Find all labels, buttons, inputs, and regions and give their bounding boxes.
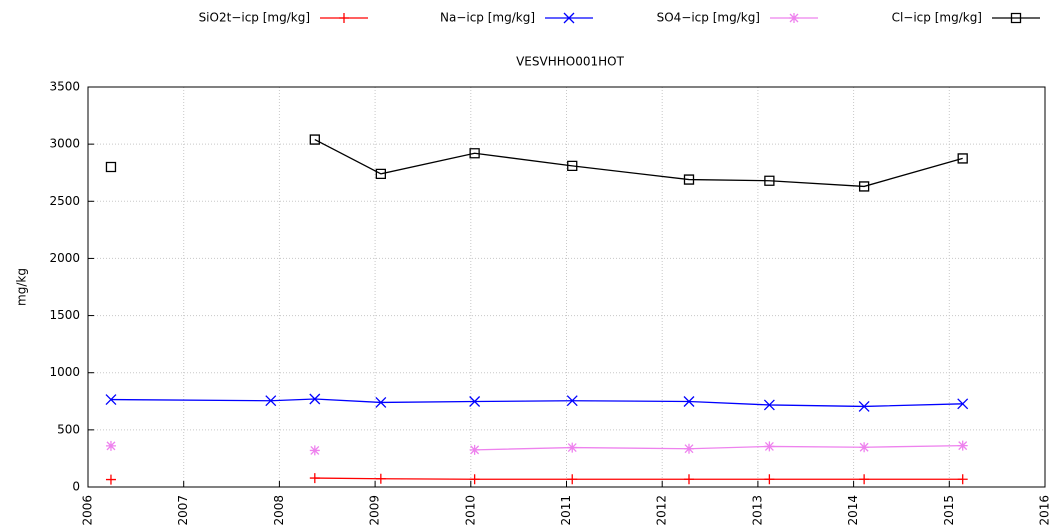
point-marker (567, 160, 578, 172)
point-marker (764, 474, 775, 485)
y-tick-label: 2000 (49, 251, 80, 265)
point-marker (469, 474, 480, 485)
y-tick-label: 1500 (49, 308, 80, 322)
x-tick-label: 2009 (368, 495, 382, 526)
point-marker (858, 400, 870, 412)
x-tick-label: 2008 (272, 495, 286, 526)
x-tick-label: 2006 (81, 495, 95, 526)
point-marker (105, 161, 117, 173)
point-marker (339, 13, 349, 23)
point-marker (957, 153, 968, 164)
series-line (110, 398, 963, 408)
point-marker (789, 13, 799, 23)
point-marker (566, 395, 578, 407)
point-marker (764, 441, 775, 452)
legend-label: SiO2t−icp [mg/kg] (199, 11, 310, 25)
point-marker (683, 443, 694, 454)
x-tick-label: 2014 (846, 495, 860, 526)
point-marker (469, 396, 481, 407)
x-tick-label: 2013 (750, 495, 764, 526)
point-marker (375, 168, 386, 180)
y-tick-label: 1000 (49, 365, 80, 379)
point-marker (469, 148, 480, 159)
y-tick-label: 3000 (49, 137, 80, 151)
y-tick-label: 0 (72, 480, 80, 494)
point-marker (309, 134, 320, 145)
point-marker (375, 396, 387, 408)
point-marker (309, 393, 321, 405)
point-marker (567, 442, 578, 453)
point-marker (957, 398, 969, 410)
x-tick-label: 2010 (463, 495, 477, 526)
point-marker (105, 440, 116, 451)
x-tick-label: 2015 (942, 495, 956, 526)
chart-title: VESVHHO001HOT (516, 55, 624, 69)
legend-label: SO4−icp [mg/kg] (657, 11, 760, 25)
point-marker (957, 440, 968, 451)
x-tick-label: 2007 (176, 495, 190, 526)
point-marker (563, 12, 575, 24)
y-tick-label: 3500 (49, 80, 80, 94)
y-tick-label: 2500 (49, 194, 80, 208)
point-marker (265, 395, 277, 407)
point-marker (309, 445, 320, 456)
point-marker (105, 474, 116, 485)
point-marker (105, 394, 117, 406)
point-marker (375, 473, 386, 484)
legend-label: Na−icp [mg/kg] (440, 11, 535, 25)
point-marker (567, 474, 578, 485)
point-marker (683, 174, 695, 185)
point-marker (859, 442, 870, 453)
point-marker (957, 474, 968, 485)
y-tick-label: 500 (57, 422, 80, 436)
plot-frame (87, 86, 1046, 488)
x-tick-label: 2016 (1038, 495, 1052, 526)
point-marker (1010, 12, 1022, 24)
series-line (314, 138, 963, 188)
point-marker (763, 399, 775, 411)
y-axis-label: mg/kg (15, 268, 29, 306)
legend-label: Cl−icp [mg/kg] (892, 11, 982, 25)
point-marker (858, 181, 870, 192)
series-line (474, 444, 963, 451)
point-marker (683, 396, 695, 407)
x-tick-label: 2011 (559, 495, 573, 526)
point-marker (764, 175, 775, 186)
point-marker (859, 474, 870, 485)
series-line (314, 477, 963, 480)
point-marker (309, 473, 320, 484)
point-marker (683, 474, 694, 485)
x-tick-label: 2012 (655, 495, 669, 526)
point-marker (469, 444, 480, 455)
